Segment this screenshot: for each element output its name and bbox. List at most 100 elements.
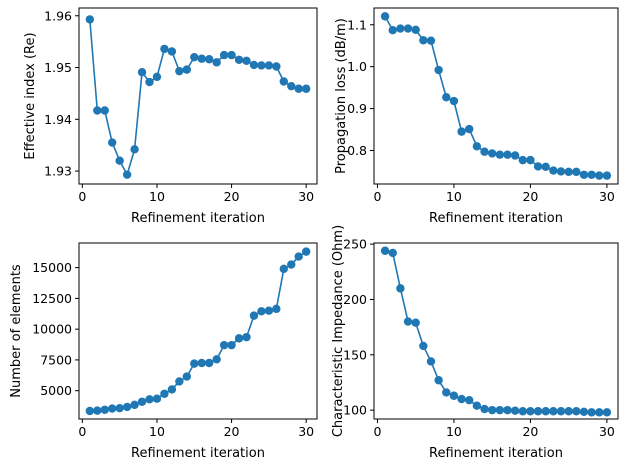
data-point <box>93 106 102 115</box>
plot-area-frame <box>373 242 619 420</box>
y-axis-label: Number of elements <box>9 264 24 398</box>
data-point <box>160 44 169 54</box>
data-point <box>234 55 244 64</box>
data-point <box>272 62 281 71</box>
data-point <box>301 84 311 93</box>
chart-number-of-elements: 0 10 20 30 5000 7500 10000 12500 15000 Refinement… <box>9 242 318 461</box>
data-point <box>434 65 443 75</box>
x-axis-label: Refinement iteration <box>429 211 563 226</box>
data-point <box>587 408 596 417</box>
data-point <box>526 155 535 165</box>
x-tick-label: 30 <box>599 189 615 204</box>
x-axis-label: Refinement iteration <box>131 211 265 226</box>
data-point <box>526 407 535 416</box>
data-point <box>242 56 251 65</box>
data-point <box>411 318 420 327</box>
data-point <box>249 311 259 320</box>
plot-area-frame <box>373 7 619 185</box>
data-point <box>108 404 117 413</box>
data-point <box>556 167 566 176</box>
data-point <box>264 306 274 315</box>
y-axis-label: Effective index (Re) <box>23 32 38 159</box>
x-axis-label: Refinement iteration <box>429 446 563 461</box>
data-point <box>122 402 132 412</box>
data-point <box>541 407 550 416</box>
data-point <box>549 407 558 416</box>
y-tick-label: 12500 <box>32 291 72 306</box>
data-point <box>426 36 436 45</box>
x-tick-label: 20 <box>522 424 538 439</box>
y-tick-label: 7500 <box>40 352 72 367</box>
data-point <box>602 408 612 417</box>
x-tick-label: 0 <box>373 189 381 204</box>
data-point <box>190 52 199 62</box>
data-point <box>396 24 405 33</box>
data-point <box>457 394 466 404</box>
data-point <box>510 406 520 415</box>
data-point <box>160 389 169 398</box>
data-point <box>100 106 109 115</box>
data-point <box>587 170 596 179</box>
y-tick-label: 100 <box>343 403 367 418</box>
data-point <box>182 65 192 74</box>
data-point <box>197 54 206 63</box>
chart-propagation-loss: 0 10 20 30 0.8 0.9 1.0 1.1 Refinement iteration P… <box>334 7 619 226</box>
x-tick-label: 10 <box>446 424 462 439</box>
data-point <box>457 127 466 136</box>
chart-effective-index: 0 10 20 30 1.93 1.94 1.95 1.96 Refinement iterat… <box>23 7 318 226</box>
x-tick-label: 20 <box>522 189 538 204</box>
data-point <box>287 260 296 269</box>
x-tick-label: 10 <box>149 189 165 204</box>
y-tick-label: 15000 <box>32 260 72 275</box>
y-tick-label: 200 <box>343 292 367 307</box>
data-point <box>279 264 288 274</box>
y-tick-label: 1.95 <box>44 60 72 75</box>
data-point <box>564 167 573 177</box>
x-tick-label: 30 <box>599 424 615 439</box>
data-point <box>503 150 512 159</box>
plot-area-frame <box>78 7 318 185</box>
data-point <box>403 24 413 33</box>
data-point <box>204 358 214 368</box>
data-point <box>403 317 413 326</box>
data-point <box>122 170 132 179</box>
data-point <box>175 377 184 386</box>
data-point <box>115 403 124 413</box>
data-point <box>419 36 428 45</box>
data-point <box>257 307 266 316</box>
data-point <box>510 151 520 160</box>
data-point <box>152 72 162 82</box>
data-point <box>595 171 604 180</box>
data-point <box>396 284 405 293</box>
x-tick-label: 30 <box>298 424 314 439</box>
data-point <box>212 58 221 67</box>
y-tick-label: 10000 <box>32 322 72 337</box>
data-point <box>227 50 236 60</box>
y-tick-label: 1.96 <box>44 8 72 23</box>
data-point <box>137 397 147 406</box>
data-point <box>564 407 573 416</box>
data-point <box>487 405 497 415</box>
data-point <box>442 388 451 397</box>
data-point <box>130 145 139 154</box>
data-point <box>579 170 589 179</box>
data-point <box>465 124 474 134</box>
data-point <box>380 12 390 21</box>
data-point <box>130 400 139 410</box>
data-point <box>175 66 184 76</box>
data-point <box>108 138 117 147</box>
data-point <box>137 67 147 77</box>
data-point <box>549 166 558 175</box>
data-point <box>234 334 244 343</box>
data-point <box>85 406 95 416</box>
data-point <box>257 61 266 70</box>
data-point <box>249 60 259 70</box>
data-point <box>167 385 177 394</box>
data-point <box>264 61 274 70</box>
data-point <box>272 304 281 314</box>
data-point <box>115 156 124 165</box>
x-tick-label: 0 <box>78 189 86 204</box>
series-line-characteristic-impedance <box>384 249 607 414</box>
data-point <box>426 357 436 366</box>
